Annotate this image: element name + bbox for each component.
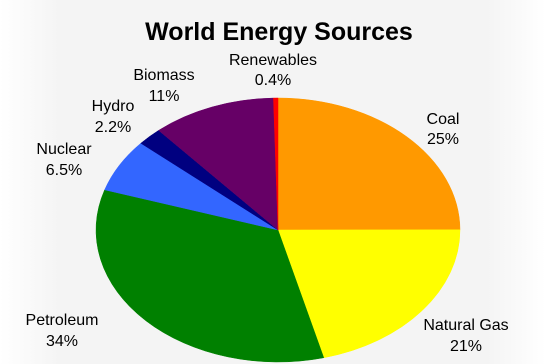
pie-slices xyxy=(96,98,460,362)
value-nuclear: 6.5% xyxy=(46,162,82,179)
value-hydro: 2.2% xyxy=(95,119,131,136)
label-renewables: Renewables xyxy=(229,52,317,69)
label-biomass: Biomass xyxy=(133,67,194,84)
value-natural-gas: 21% xyxy=(450,338,482,355)
label-natural-gas: Natural Gas xyxy=(423,317,508,334)
label-nuclear: Nuclear xyxy=(36,141,92,158)
label-hydro: Hydro xyxy=(92,98,135,115)
value-biomass: 11% xyxy=(149,88,180,105)
label-petroleum: Petroleum xyxy=(26,312,99,329)
chart-title: World Energy Sources xyxy=(145,18,413,46)
value-petroleum: 34% xyxy=(46,333,78,350)
value-renewables: 0.4% xyxy=(255,72,291,89)
value-coal: 25% xyxy=(427,131,459,148)
label-coal: Coal xyxy=(427,111,460,128)
